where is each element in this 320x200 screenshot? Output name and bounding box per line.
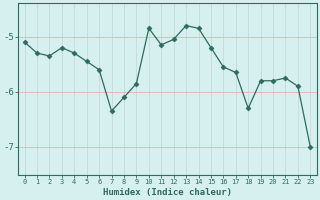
X-axis label: Humidex (Indice chaleur): Humidex (Indice chaleur) <box>103 188 232 197</box>
